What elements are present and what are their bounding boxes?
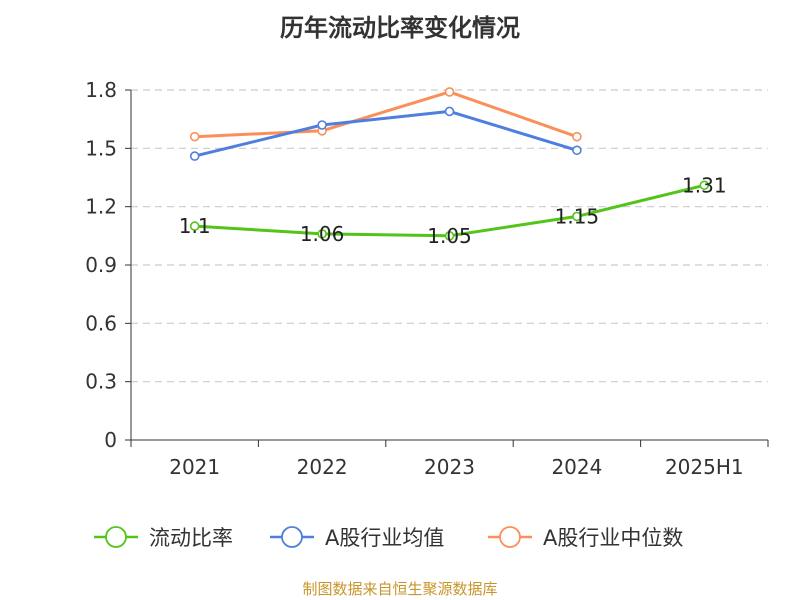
- data-label: 1.1: [179, 214, 211, 238]
- data-point: [444, 231, 455, 241]
- data-point: [444, 87, 455, 97]
- legend-label: 流动比率: [149, 526, 233, 550]
- legend-item: A股行业均值: [270, 526, 444, 550]
- data-point: [189, 151, 200, 161]
- x-tick-label: 2025H1: [665, 455, 744, 479]
- y-tick-label: 1.2: [85, 195, 117, 219]
- chart-title: 历年流动比率变化情况: [280, 14, 520, 42]
- series-line-1: [194, 109, 578, 158]
- legend-label: A股行业均值: [325, 526, 444, 550]
- x-tick-label: 2024: [551, 455, 602, 479]
- legend-item: A股行业中位数: [488, 526, 683, 550]
- legend-marker: [105, 526, 127, 548]
- data-label: 1.06: [300, 222, 345, 246]
- y-tick-label: 0: [104, 428, 117, 452]
- data-point: [189, 131, 200, 142]
- data-label: 1.05: [427, 224, 472, 248]
- data-point: [317, 229, 327, 239]
- y-tick-label: 1.8: [85, 78, 117, 102]
- y-tick-label: 1.5: [85, 136, 117, 160]
- data-point: [572, 131, 582, 142]
- series-line-2: [194, 90, 578, 139]
- data-point: [699, 180, 710, 191]
- data-point: [189, 221, 200, 231]
- data-point: [572, 145, 582, 156]
- x-tick-label: 2021: [169, 455, 220, 479]
- x-tick-label: 2023: [424, 455, 475, 479]
- legend-label: A股行业中位数: [543, 526, 683, 550]
- x-tick-label: 2022: [297, 455, 348, 479]
- y-tick-label: 0.3: [85, 370, 117, 394]
- data-point: [572, 211, 582, 222]
- legend-marker: [281, 526, 303, 548]
- data-label: 1.31: [682, 173, 727, 197]
- data-label: 1.15: [555, 204, 600, 228]
- data-source-note: 制图数据来自恒生聚源数据库: [302, 580, 498, 598]
- data-point: [444, 106, 455, 117]
- legend-marker: [499, 526, 521, 548]
- y-tick-label: 0.9: [85, 253, 117, 277]
- y-tick-label: 0.6: [85, 311, 117, 335]
- legend-item: 流动比率: [94, 526, 233, 550]
- data-point: [317, 120, 327, 130]
